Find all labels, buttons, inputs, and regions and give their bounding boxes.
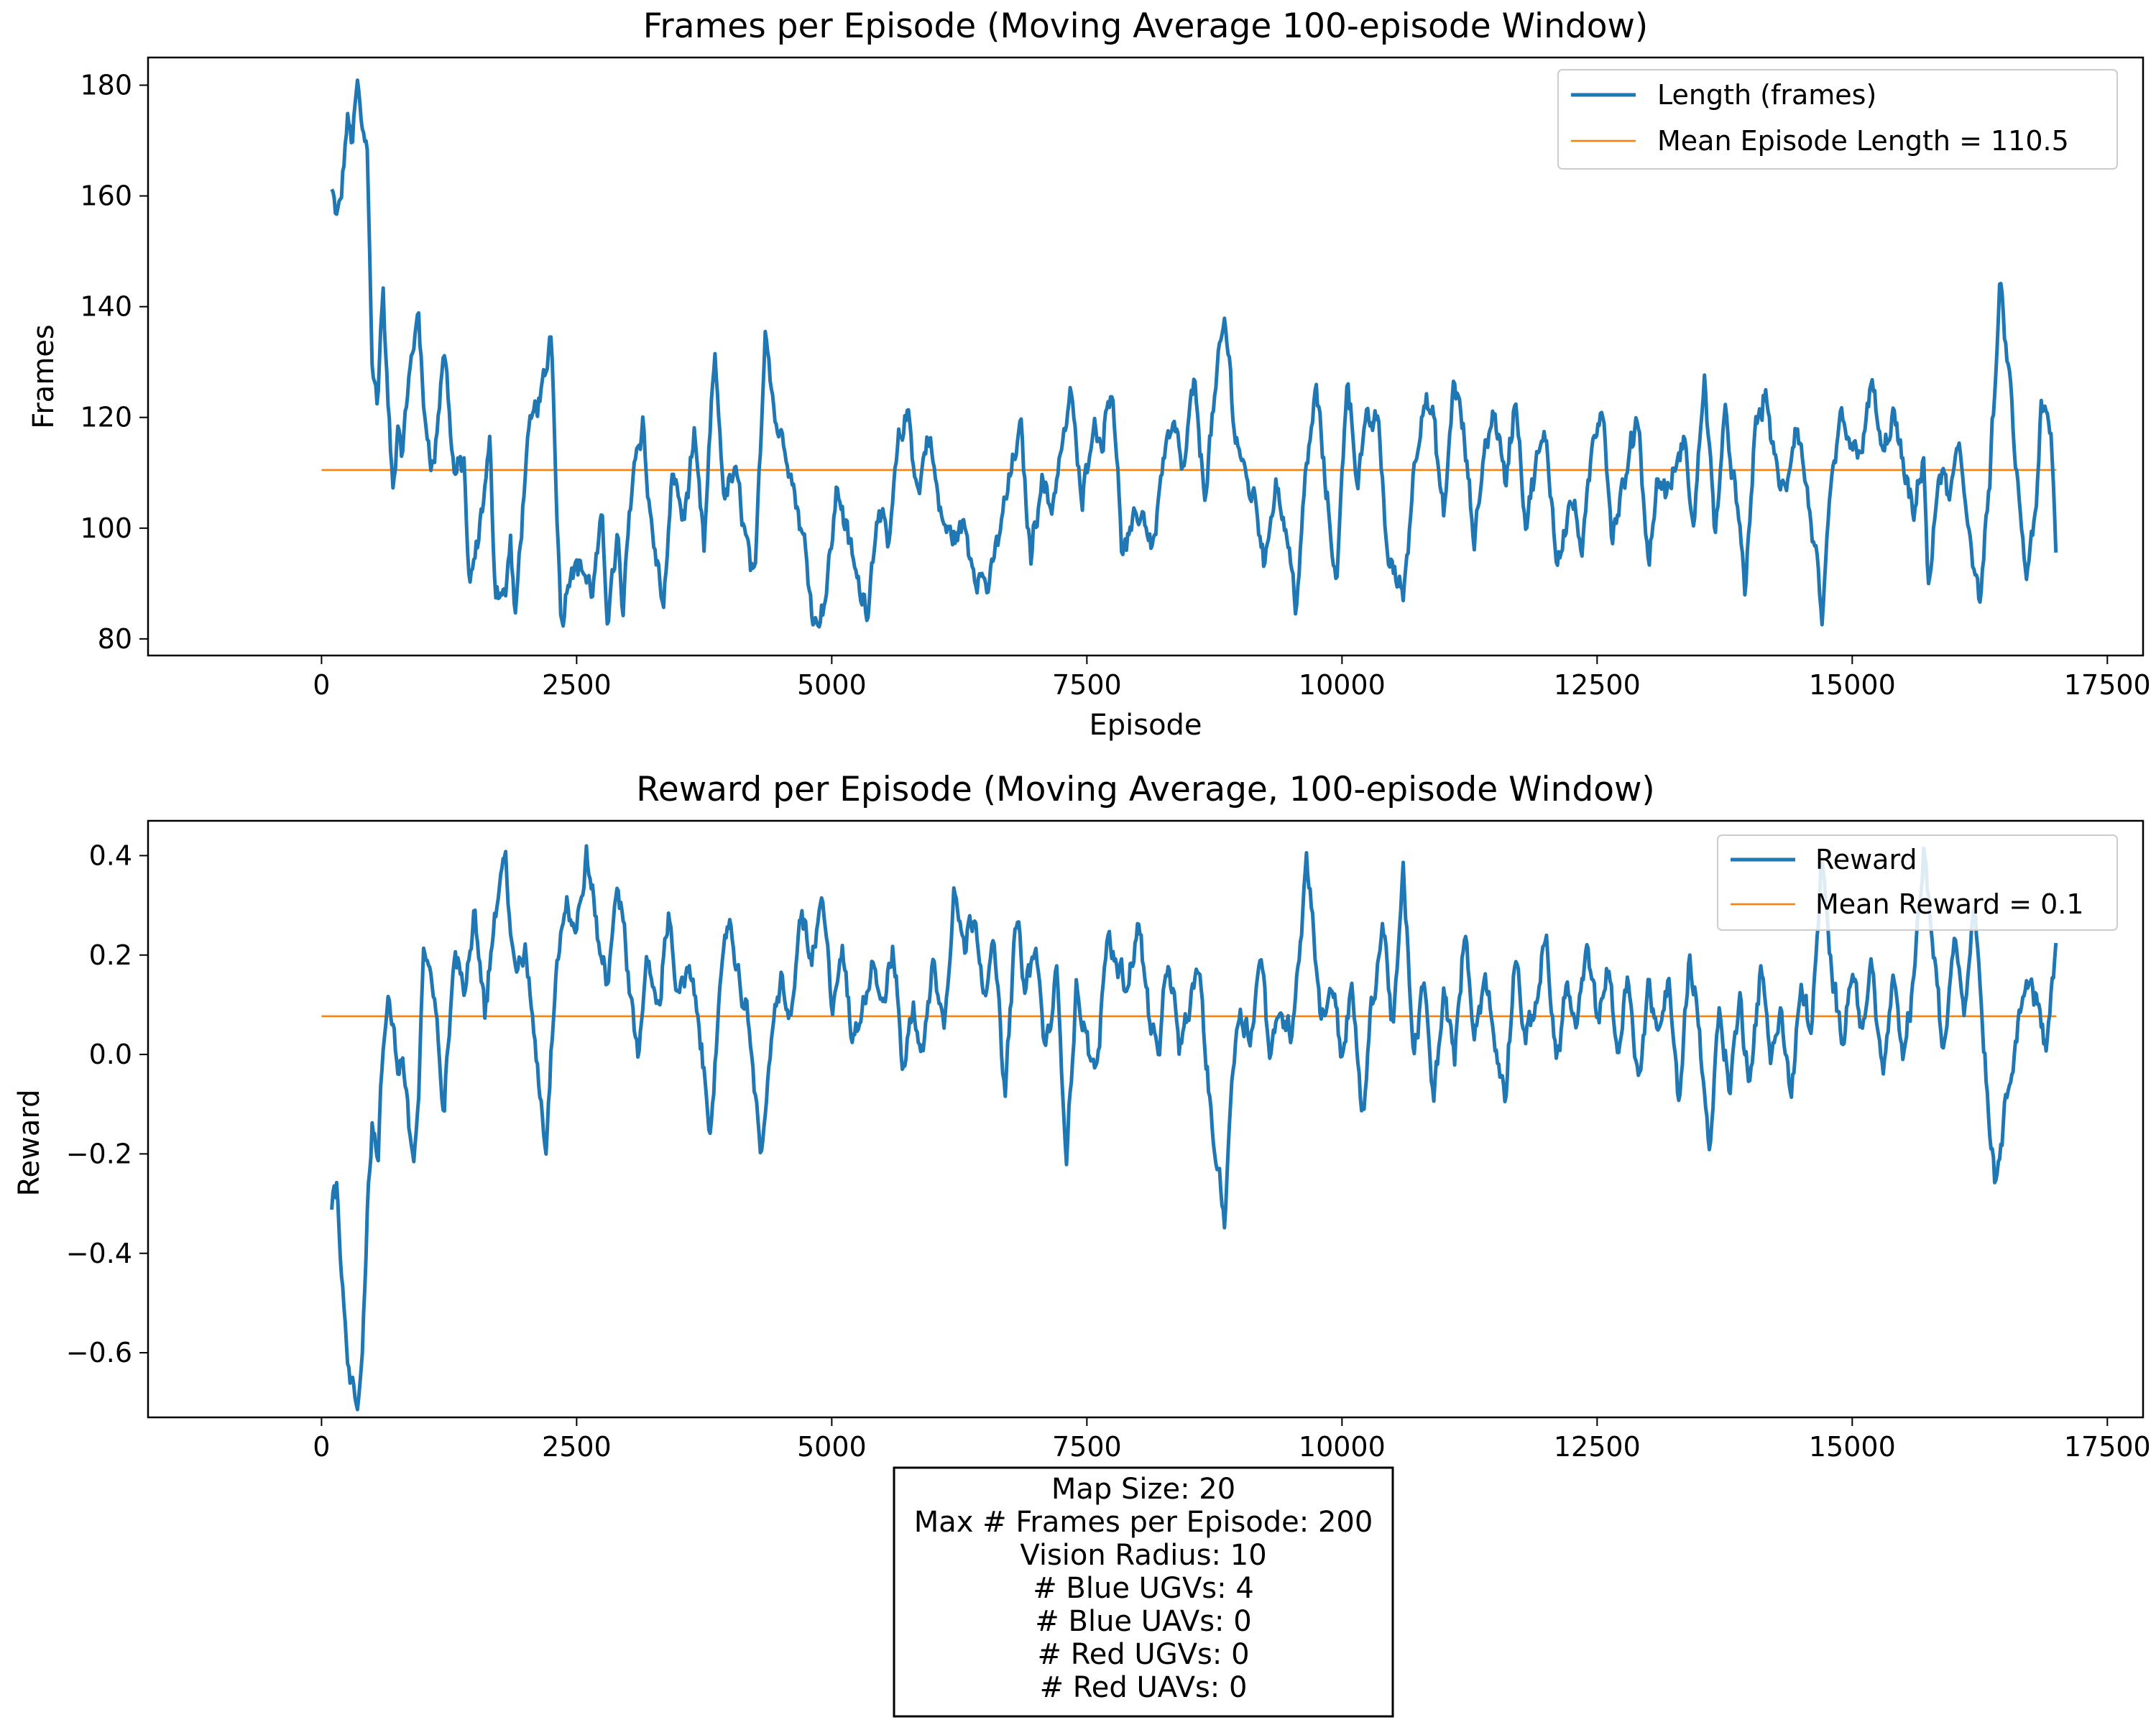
reward-xtick-label: 15000	[1809, 1431, 1896, 1463]
reward-xtick-label: 10000	[1299, 1431, 1386, 1463]
frames-xtick-label: 15000	[1809, 669, 1896, 701]
frames-legend-length-label: Length (frames)	[1657, 79, 1876, 111]
frames-xtick-label: 12500	[1554, 669, 1641, 701]
reward-legend-box	[1717, 834, 2118, 931]
frames-ytick-label: 100	[80, 512, 132, 544]
frames-legend-mean-label: Mean Episode Length = 110.5	[1657, 125, 2069, 157]
frames-ytick-label: 80	[98, 623, 132, 655]
parameter-blue-uavs: # Blue UAVs: 0	[1035, 1605, 1251, 1638]
frames-xtick-label: 5000	[797, 669, 867, 701]
frames-xtick-label: 17500	[2064, 669, 2151, 701]
reward-ytick-label: −0.4	[66, 1238, 132, 1269]
reward-ytick-label: −0.2	[66, 1138, 132, 1169]
frames-ytick-label: 140	[80, 291, 132, 323]
frames-chart-plot	[321, 78, 2058, 629]
reward-xtick-label: 5000	[797, 1431, 867, 1463]
frames-xtick-label: 7500	[1052, 669, 1122, 701]
frames-legend-box	[1557, 69, 2118, 170]
frames-ytick-label: 180	[80, 70, 132, 101]
parameter-red-ugvs: # Red UGVs: 0	[1037, 1638, 1249, 1671]
frames-plot-frame	[147, 56, 2145, 657]
frames-xaxis-label: Episode	[1089, 709, 1202, 742]
frames-chart-ticks: 0 2500 5000 7500 10000 12500 15000 17500 80 100 12…	[80, 70, 2150, 701]
frames-xtick-label: 10000	[1299, 669, 1386, 701]
parameter-max-frames: Max # Frames per Episode: 200	[914, 1506, 1373, 1539]
reward-yaxis-label: Reward	[13, 1090, 46, 1197]
reward-xtick-label: 0	[313, 1431, 330, 1463]
reward-legend-mean-label: Mean Reward = 0.1	[1815, 888, 2084, 920]
reward-line	[330, 844, 2058, 1412]
reward-xtick-label: 17500	[2064, 1431, 2151, 1463]
reward-chart-ticks: 0 2500 5000 7500 10000 12500 15000 17500 −0.6 −0.…	[66, 840, 2151, 1463]
frames-chart-title: Frames per Episode (Moving Average 100-e…	[643, 6, 1648, 46]
frames-xtick-label: 0	[313, 669, 330, 701]
parameters-box-frame	[893, 1466, 1394, 1718]
reward-ytick-label: 0.4	[89, 840, 132, 871]
reward-legend-reward-label: Reward	[1815, 844, 1917, 875]
reward-ytick-label: 0.0	[89, 1039, 132, 1070]
parameter-vision-radius: Vision Radius: 10	[1020, 1539, 1266, 1572]
reward-chart: Reward per Episode (Moving Average, 100-…	[13, 770, 2151, 1463]
reward-chart-plot	[321, 844, 2058, 1412]
frames-legend: Length (frames) Mean Episode Length = 11…	[1557, 69, 2118, 170]
parameter-blue-ugvs: # Blue UGVs: 4	[1033, 1572, 1254, 1605]
reward-legend: Reward Mean Reward = 0.1	[1717, 834, 2118, 931]
frames-ytick-label: 160	[80, 180, 132, 212]
reward-chart-title: Reward per Episode (Moving Average, 100-…	[636, 770, 1655, 809]
frames-ytick-label: 120	[80, 402, 132, 433]
parameter-map-size: Map Size: 20	[1051, 1473, 1235, 1506]
frames-xtick-label: 2500	[542, 669, 612, 701]
reward-plot-frame	[147, 819, 2145, 1419]
frames-chart: Frames per Episode (Moving Average 100-e…	[27, 6, 2151, 742]
frames-length-line	[330, 78, 2058, 629]
frames-yaxis-label: Frames	[27, 324, 60, 428]
parameters-box: Map Size: 20 Max # Frames per Episode: 2…	[893, 1466, 1394, 1718]
reward-ytick-label: −0.6	[66, 1337, 132, 1368]
reward-xtick-label: 12500	[1554, 1431, 1641, 1463]
reward-xtick-label: 7500	[1052, 1431, 1122, 1463]
reward-xtick-label: 2500	[542, 1431, 612, 1463]
parameter-red-uavs: # Red UAVs: 0	[1040, 1671, 1248, 1704]
reward-ytick-label: 0.2	[89, 939, 132, 971]
